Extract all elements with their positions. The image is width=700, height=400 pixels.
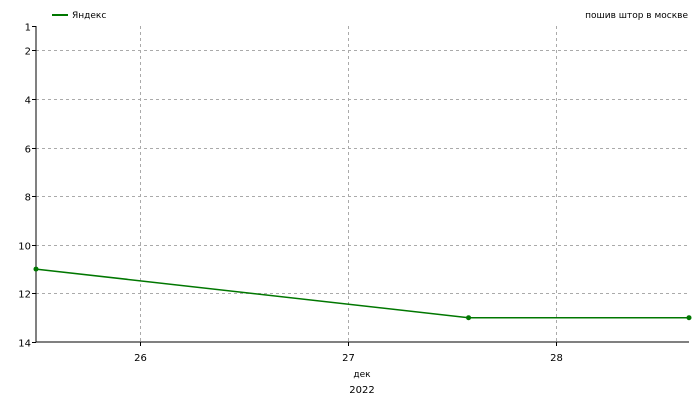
data-point — [466, 315, 472, 321]
chart-title: пошив штор в москве — [585, 11, 688, 21]
x-axis-label: дек — [353, 370, 371, 380]
x-tick-label: 28 — [550, 353, 563, 364]
y-tick-label: 14 — [18, 339, 31, 350]
y-tick-label: 1 — [25, 23, 31, 34]
y-tick-label: 12 — [18, 290, 31, 301]
y-tick-label: 6 — [25, 145, 31, 156]
series — [33, 266, 692, 321]
x-tick-label: 27 — [342, 353, 355, 364]
grid — [36, 26, 689, 342]
y-tick-label: 4 — [25, 96, 31, 107]
x-tick-label: 26 — [134, 353, 147, 364]
data-point — [33, 266, 39, 272]
axes — [35, 26, 689, 343]
y-tick-label: 10 — [18, 242, 31, 253]
y-tick-label: 2 — [25, 47, 31, 58]
y-tick-label: 8 — [25, 193, 31, 204]
x-ticks: 26 27 28 — [134, 342, 563, 364]
legend: Яндекс — [52, 11, 106, 21]
legend-label: Яндекс — [72, 11, 106, 21]
data-point — [686, 315, 692, 321]
x-axis-year: 2022 — [349, 385, 374, 396]
